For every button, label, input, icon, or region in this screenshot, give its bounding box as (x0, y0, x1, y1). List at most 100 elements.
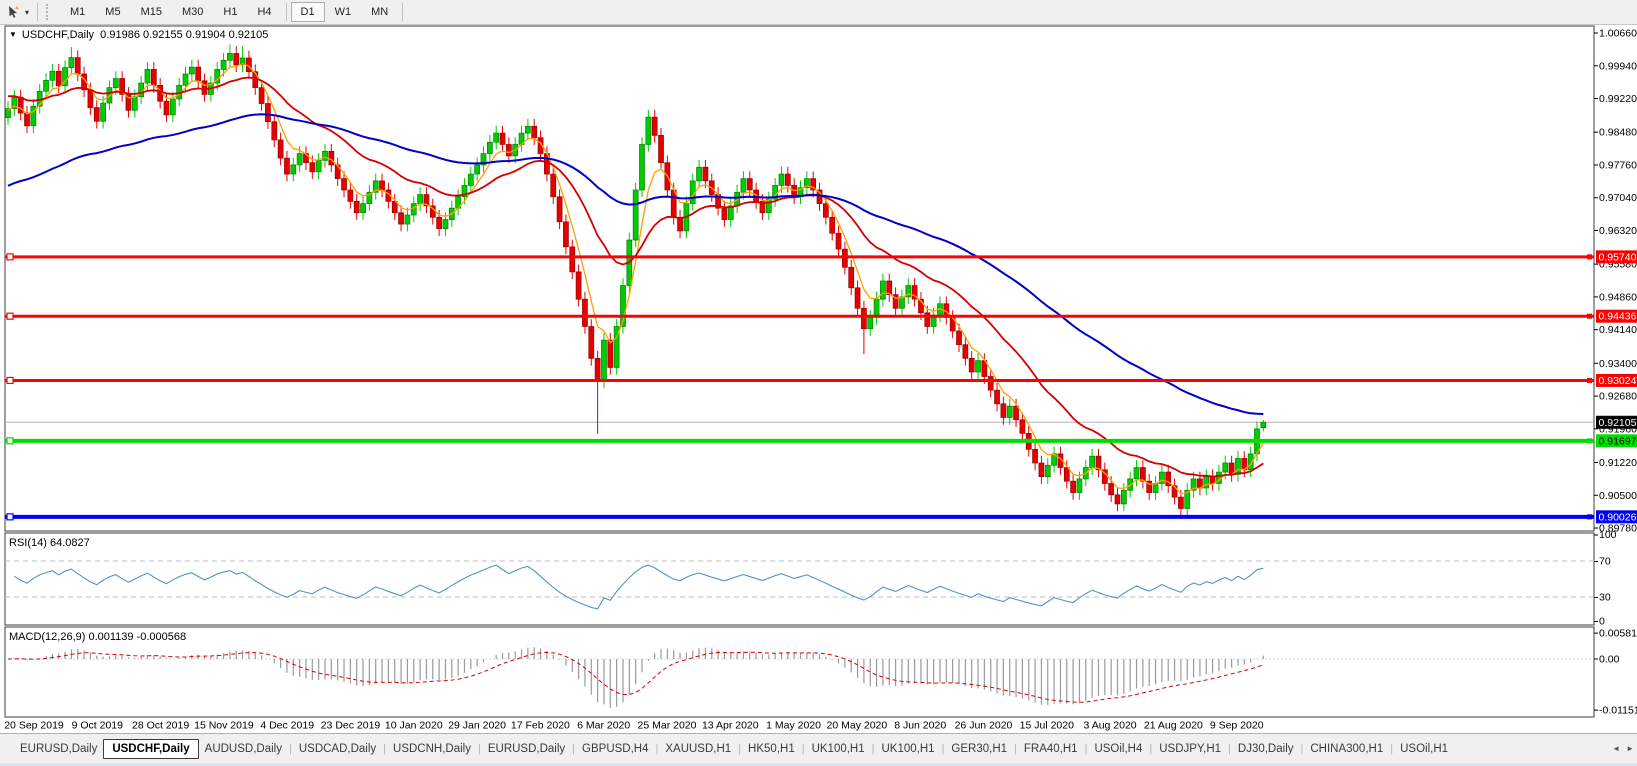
tab-separator: | (801, 742, 805, 755)
tab-ger30-h1[interactable]: GER30,H1 (951, 742, 1008, 755)
tab-separator: | (383, 742, 387, 755)
rsi-axis-label: 100 (1599, 529, 1617, 541)
macd-panel (4, 626, 1595, 718)
chart-title: ▼ USDCHF,Daily 0.91986 0.92155 0.91904 0.… (9, 29, 268, 41)
toolbar-drag-handle[interactable] (46, 4, 52, 20)
svg-text:0.90026: 0.90026 (1599, 511, 1637, 523)
chart-symbol-label: USDCHF,Daily (21, 29, 95, 41)
collapse-indicator-icon[interactable]: ▼ (9, 30, 17, 39)
tab-gbpusd-h4[interactable]: GBPUSD,H4 (582, 742, 649, 755)
chart-ohlc-values: 0.91986 0.92155 0.91904 0.92105 (100, 29, 269, 41)
time-axis-label: 20 Sep 2019 (4, 720, 64, 732)
tab-uk100-h1[interactable]: UK100,H1 (881, 742, 935, 755)
tab-separator: | (941, 742, 945, 755)
time-axis-label: 15 Nov 2019 (194, 720, 254, 732)
tab-dj30-daily[interactable]: DJ30,Daily (1237, 742, 1294, 755)
timeframe-W1[interactable]: W1 (325, 2, 362, 22)
time-axis-label: 1 May 2020 (766, 720, 821, 732)
tab-usoil-h4[interactable]: USOil,H4 (1094, 742, 1143, 755)
time-axis-label: 21 Aug 2020 (1144, 720, 1203, 732)
toolbar-separator (37, 3, 39, 21)
rsi-axis-label: 30 (1599, 592, 1611, 604)
tab-scroll-controls: ◄ ► (1606, 734, 1634, 763)
timeframe-H1[interactable]: H1 (213, 2, 247, 22)
price-axis-label: 0.97040 (1599, 192, 1637, 204)
svg-text:0.94436: 0.94436 (1599, 311, 1637, 323)
tab-separator: | (1084, 742, 1088, 755)
price-axis-label: 1.00660 (1599, 28, 1637, 40)
candlestick-series (5, 44, 1267, 519)
tab-usdcad-daily[interactable]: USDCAD,Daily (298, 742, 377, 755)
chart-cursor-icon (9, 6, 19, 18)
timeframe-H4[interactable]: H4 (247, 2, 281, 22)
chart-tabs-bar: EURUSD,Daily USDCHF,Daily AUDUSD,Daily | USD… (0, 733, 1637, 763)
line-handle[interactable] (1587, 514, 1592, 520)
time-axis-label: 8 Jun 2020 (894, 720, 946, 732)
macd-signal-line (7, 651, 1264, 703)
line-handle[interactable] (1587, 438, 1592, 444)
line-handle[interactable] (6, 376, 14, 385)
tab-china300-h1[interactable]: CHINA300,H1 (1310, 742, 1384, 755)
line-handle[interactable] (6, 253, 14, 261)
line-handle[interactable] (1587, 313, 1592, 319)
time-axis-label: 29 Jan 2020 (448, 720, 506, 732)
price-axis-label: 0.97760 (1599, 159, 1637, 171)
chart-tabs: EURUSD,Daily USDCHF,Daily AUDUSD,Daily | USD… (0, 738, 1454, 759)
tab-uk100-h1[interactable]: UK100,H1 (811, 742, 865, 755)
price-axis: 1.00660 0.99940 0.99220 0.98480 0.97760 0.970… (1594, 28, 1637, 535)
ma-fast-line (7, 63, 1264, 495)
tab-fra40-h1[interactable]: FRA40,H1 (1023, 742, 1078, 755)
line-handle[interactable] (1587, 254, 1592, 260)
tab-usdchf-daily[interactable]: USDCHF,Daily (103, 738, 199, 759)
rsi-axis-label: 0 (1599, 616, 1605, 628)
macd-label: MACD(12,26,9) 0.001139 -0.000568 (9, 631, 187, 643)
timeframe-M15[interactable]: M15 (131, 2, 172, 22)
tab-eurusd-daily[interactable]: EURUSD,Daily (20, 742, 98, 755)
price-axis-label: 0.93400 (1599, 358, 1637, 370)
price-tag-0.90026: 0.90026 (1596, 510, 1637, 524)
tab-separator: | (288, 742, 292, 755)
timeframe-D1[interactable]: D1 (290, 2, 325, 22)
timeframe-MN[interactable]: MN (361, 2, 398, 22)
line-handle[interactable] (6, 312, 14, 320)
svg-text:0.93024: 0.93024 (1599, 375, 1637, 387)
price-chart[interactable]: 1.00660 0.99940 0.99220 0.98480 0.97760 0.970… (0, 24, 1637, 733)
chevron-down-icon[interactable]: ▾ (25, 7, 30, 17)
price-axis-label: 0.89780 (1599, 523, 1637, 535)
time-axis-label: 9 Oct 2019 (72, 720, 124, 732)
line-handle[interactable] (6, 513, 14, 521)
tab-audusd-daily[interactable]: AUDUSD,Daily (204, 742, 282, 755)
tab-scroll-right-icon[interactable]: ► (1626, 744, 1634, 753)
time-axis-label: 9 Sep 2020 (1210, 720, 1264, 732)
timeframe-M30[interactable]: M30 (172, 2, 213, 22)
chart-cursor-tool-button[interactable]: ▾ (0, 1, 33, 23)
line-handle[interactable] (1587, 377, 1592, 383)
timeframe-M5[interactable]: M5 (95, 2, 130, 22)
tab-usdcnh-daily[interactable]: USDCNH,Daily (393, 742, 471, 755)
tab-usdjpy-h1[interactable]: USDJPY,H1 (1159, 742, 1222, 755)
chart-window: 1.00660 0.99940 0.99220 0.98480 0.97760 0.970… (0, 24, 1637, 733)
tab-scroll-left-icon[interactable]: ◄ (1612, 744, 1621, 753)
macd-axis-label: 0.00 (1599, 654, 1620, 666)
price-tag-0.94436: 0.94436 (1596, 309, 1637, 323)
price-tag-0.95740: 0.95740 (1596, 250, 1637, 264)
tab-separator: | (738, 742, 742, 755)
tab-xauusd-h1[interactable]: XAUUSD,H1 (665, 742, 732, 755)
svg-text:0.95740: 0.95740 (1599, 251, 1637, 263)
time-axis: 20 Sep 2019 9 Oct 2019 28 Oct 2019 15 Nov 2… (4, 720, 1263, 732)
tab-usoil-h1[interactable]: USOil,H1 (1400, 742, 1449, 755)
macd-axis-label: -0.011514 (1599, 705, 1637, 717)
time-axis-label: 25 Mar 2020 (638, 720, 697, 732)
rsi-line (14, 564, 1264, 610)
tab-separator: | (1228, 742, 1231, 755)
toolbar-separator (285, 3, 287, 21)
tab-separator: | (1149, 742, 1153, 755)
time-axis-label: 26 Jun 2020 (955, 720, 1013, 732)
tab-separator: | (572, 742, 576, 755)
tab-eurusd-daily[interactable]: EURUSD,Daily (487, 742, 566, 755)
macd-axis-label: 0.005818 (1599, 628, 1637, 640)
tab-hk50-h1[interactable]: HK50,H1 (748, 742, 795, 755)
price-axis-label: 0.99220 (1599, 93, 1637, 105)
timeframe-M1[interactable]: M1 (60, 2, 95, 22)
line-handle[interactable] (6, 437, 14, 445)
